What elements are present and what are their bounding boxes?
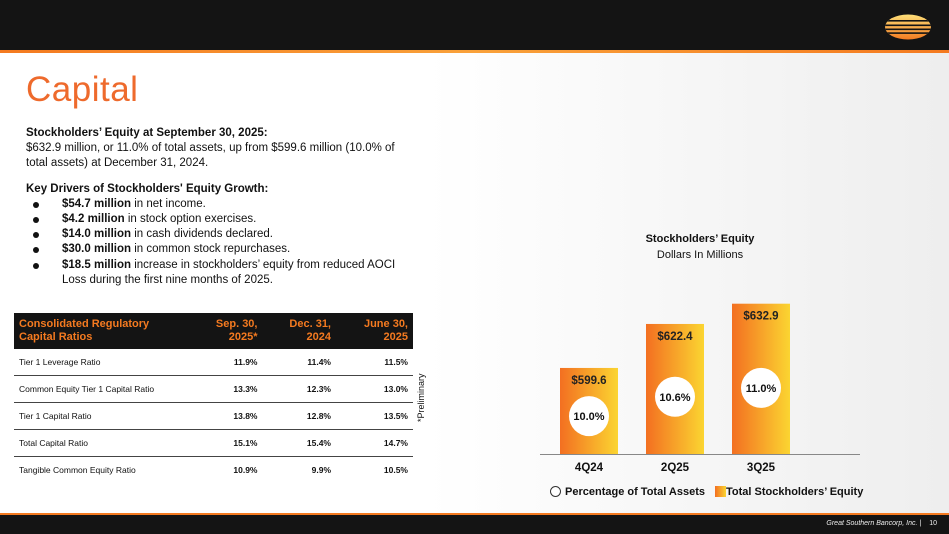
top-accent-line xyxy=(0,50,949,53)
preliminary-footnote: *Preliminary xyxy=(416,373,426,422)
legend-percentage: Percentage of Total Assets xyxy=(565,486,705,498)
list-item: $18.5 million increase in stockholders’ … xyxy=(26,258,406,288)
x-tick-label: 4Q24 xyxy=(575,462,604,474)
cell-value: 13.8% xyxy=(189,402,263,430)
equity-value-label: $599.6 xyxy=(571,375,606,387)
table-header-row: Consolidated Regulatory Capital Ratios Se… xyxy=(14,313,413,349)
row-label: Total Capital Ratio xyxy=(14,429,189,457)
bar-legend-icon xyxy=(715,486,726,497)
cell-value: 13.3% xyxy=(189,375,263,403)
cell-value: 10.5% xyxy=(383,465,408,475)
capital-ratios-table: Consolidated Regulatory Capital Ratios Se… xyxy=(14,313,413,483)
footer-company: Great Southern Bancorp, Inc. xyxy=(826,520,918,527)
bullet-icon xyxy=(33,262,39,269)
circle-legend-icon xyxy=(550,486,561,497)
table-row: Common Equity Tier 1 Capital Ratio 13.3%… xyxy=(14,375,413,403)
header-sep-2025: Sep. 30, 2025* xyxy=(189,313,263,349)
bullet-icon xyxy=(33,247,39,254)
chart-legend: Percentage of Total Assets Total Stockhol… xyxy=(550,486,863,498)
list-item: $30.0 million in common stock repurchase… xyxy=(26,242,406,257)
percentage-label: 10.0% xyxy=(573,411,604,423)
cell-value: 14.7% xyxy=(336,429,413,457)
cell-value: 15.4% xyxy=(262,429,336,457)
x-tick-label: 2Q25 xyxy=(661,462,690,474)
list-item: $14.0 million in cash dividends declared… xyxy=(26,227,406,242)
page-number: 10 xyxy=(929,520,937,527)
equity-value-label: $622.4 xyxy=(657,331,693,343)
table-row: Tangible Common Equity Ratio 10.9% 9.9% … xyxy=(14,457,413,484)
drivers-list: $54.7 million in net income. $4.2 millio… xyxy=(26,197,406,288)
top-banner xyxy=(0,0,949,50)
percentage-marker xyxy=(655,376,695,417)
equity-heading: Stockholders’ Equity at September 30, 20… xyxy=(26,127,268,139)
equity-value-label: $632.9 xyxy=(743,311,778,323)
chart-subtitle: Dollars In Millions xyxy=(656,249,744,261)
equity-summary: Stockholders’ Equity at September 30, 20… xyxy=(26,126,406,288)
cell-value: 11.4% xyxy=(262,349,336,376)
bottom-banner xyxy=(0,513,949,534)
table-row: Tier 1 Leverage Ratio 11.9% 11.4% 11.5% xyxy=(14,349,413,376)
bullet-icon xyxy=(33,217,39,224)
row-label: Tier 1 Leverage Ratio xyxy=(14,349,189,376)
header-label-col: Consolidated Regulatory Capital Ratios xyxy=(14,313,189,349)
bullet-icon xyxy=(33,232,39,239)
cell-value: 11.9% xyxy=(189,349,263,376)
cell-value: 9.9% xyxy=(311,465,331,475)
legend-equity: Total Stockholders’ Equity xyxy=(726,486,864,498)
row-label: Tangible Common Equity Ratio xyxy=(19,465,136,475)
page-title: Capital xyxy=(26,70,139,109)
table-row: Total Capital Ratio 15.1% 15.4% 14.7% xyxy=(14,429,413,457)
stockholders-equity-chart: $599.6 10.0% 4Q24 $622.4 10.6% 2Q25 $632.9 11.0… xyxy=(540,303,860,474)
footer: Great Southern Bancorp, Inc. | 10 xyxy=(826,520,937,527)
cell-value: 11.5% xyxy=(336,349,413,376)
cell-value: 13.5% xyxy=(336,402,413,430)
list-item: $4.2 million in stock option exercises. xyxy=(26,212,406,227)
footer-separator: | xyxy=(919,520,922,527)
bullet-icon xyxy=(33,201,39,208)
bottom-accent-line xyxy=(0,513,949,515)
percentage-marker xyxy=(741,367,781,408)
company-logo-icon xyxy=(885,14,931,40)
drivers-heading: Key Drivers of Stockholders' Equity Grow… xyxy=(26,182,269,195)
row-label: Tier 1 Capital Ratio xyxy=(14,402,189,430)
cell-value: 15.1% xyxy=(189,429,263,457)
table-row: Tier 1 Capital Ratio 13.8% 12.8% 13.5% xyxy=(14,402,413,430)
header-dec-2024: Dec. 31, 2024 xyxy=(262,313,336,349)
percentage-marker xyxy=(569,396,609,437)
cell-value: 10.9% xyxy=(233,465,258,475)
chart-title: Stockholders’ Equity xyxy=(645,233,755,245)
percentage-label: 11.0% xyxy=(746,383,777,395)
cell-value: 13.0% xyxy=(336,375,413,403)
row-label: Common Equity Tier 1 Capital Ratio xyxy=(14,375,189,403)
percentage-label: 10.6% xyxy=(659,392,690,404)
cell-value: 12.8% xyxy=(262,402,336,430)
list-item: $54.7 million in net income. xyxy=(26,197,406,212)
equity-body: $632.9 million, or 11.0% of total assets… xyxy=(26,142,395,170)
x-tick-label: 3Q25 xyxy=(747,462,776,474)
header-jun-2025: June 30, 2025 xyxy=(336,313,413,349)
cell-value: 12.3% xyxy=(262,375,336,403)
